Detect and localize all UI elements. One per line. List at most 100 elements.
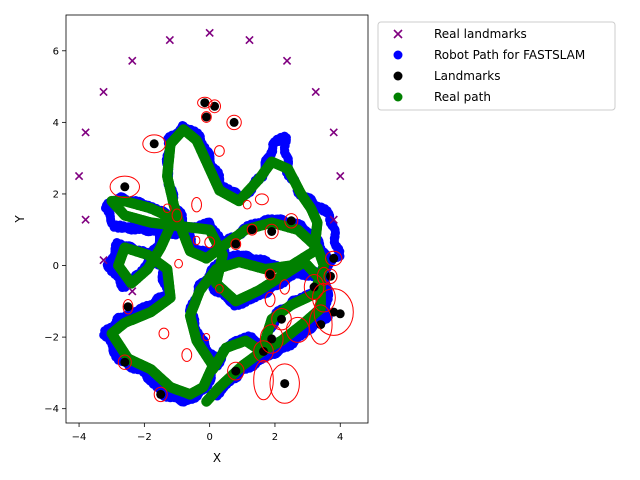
legend-marker-dot: [393, 50, 403, 60]
covariance-ellipse: [201, 111, 212, 123]
landmark-point: [267, 334, 277, 344]
real-landmark-stroke: [128, 56, 137, 65]
covariance-ellipse: [269, 363, 300, 404]
landmark-point: [280, 379, 290, 389]
y-tick-label: −4: [44, 404, 59, 415]
landmark-point: [229, 117, 239, 127]
real-landmark-stroke: [81, 215, 90, 224]
landmark-point: [231, 239, 241, 249]
landmark-point: [149, 139, 159, 149]
covariance-ellipse: [214, 145, 225, 157]
y-tick-label: 6: [53, 46, 59, 57]
legend-label: Robot Path for FASTSLAM: [434, 48, 585, 62]
landmark-point: [267, 227, 277, 236]
landmark-point: [259, 346, 268, 356]
real-landmark-marker: [329, 128, 338, 137]
landmark-point: [123, 302, 133, 312]
legend-marker-x: [393, 29, 403, 39]
covariance-ellipse: [254, 193, 269, 206]
covariance-ellipse: [316, 266, 331, 286]
real-landmark-marker: [329, 215, 338, 224]
covariance-ellipse: [181, 348, 193, 362]
real-landmark-marker: [282, 56, 292, 65]
real-path-point: [201, 396, 212, 407]
covariance-ellipse: [174, 258, 184, 269]
y-axis-label: Y: [13, 215, 27, 224]
plot-frame: [65, 14, 369, 424]
covariance-ellipse: [202, 333, 211, 342]
plot-marks: [74, 28, 354, 407]
real-landmark-marker: [205, 28, 214, 38]
covariance-ellipse: [215, 284, 224, 294]
covariance-ellipse: [323, 268, 338, 284]
covariance-ellipse: [158, 327, 170, 340]
legend: Real landmarks Robot Path for FASTSLAM Lan…: [377, 21, 616, 111]
covariance-ellipse: [246, 223, 258, 236]
x-tick-label: 0: [206, 432, 212, 443]
landmark-point: [277, 314, 286, 324]
landmark-point: [329, 253, 339, 263]
covariance-ellipse: [197, 96, 213, 109]
landmark-point: [309, 282, 319, 292]
real-landmark-marker: [165, 35, 174, 45]
legend-frame: [377, 21, 616, 111]
covariance-ellipse: [264, 291, 276, 308]
covariance-ellipse: [303, 274, 325, 300]
covariance-ellipse: [191, 197, 203, 213]
covariance-ellipse: [325, 250, 343, 267]
series-real-landmarks: [74, 28, 345, 296]
covariance-ellipse: [227, 361, 245, 381]
real-landmark-stroke: [311, 87, 320, 97]
covariance-ellipse: [208, 99, 222, 114]
covariance-ellipse: [279, 279, 291, 295]
landmark-point: [120, 357, 130, 367]
covariance-ellipse: [253, 359, 274, 401]
covariance-ellipse: [162, 203, 172, 214]
covariance-ellipse: [284, 213, 299, 229]
real-landmark-marker: [99, 255, 108, 265]
series-landmarks: [120, 98, 345, 399]
covariance-ellipse: [204, 236, 216, 249]
real-landmark-stroke: [81, 128, 90, 137]
real-landmark-marker: [336, 171, 345, 181]
covariance-ellipse: [226, 114, 242, 131]
landmark-point: [210, 101, 220, 111]
series-real-path: [106, 124, 330, 407]
covariance-ellipse: [242, 199, 252, 210]
real-landmark-stroke: [74, 171, 84, 181]
landmark-point: [247, 225, 257, 235]
legend-marker-dot: [393, 71, 403, 81]
y-axis: −4 −2 0 2 4 6: [44, 46, 66, 415]
real-landmark-stroke: [99, 87, 108, 97]
x-tick-label: 2: [272, 432, 278, 443]
covariance-ellipse: [192, 235, 201, 246]
landmark-point: [231, 366, 241, 376]
covariance-ellipse: [313, 288, 354, 336]
covariance-ellipse: [264, 268, 276, 281]
covariance-ellipse: [264, 223, 279, 240]
covariance-ellipse: [285, 316, 310, 343]
landmark-point: [120, 182, 130, 192]
real-landmark-marker: [81, 128, 90, 137]
real-landmark-stroke: [128, 287, 137, 296]
covariance-ellipse: [259, 324, 284, 354]
real-landmark-stroke: [329, 215, 338, 224]
covariance-ellipse: [153, 386, 168, 403]
landmark-point: [200, 98, 210, 108]
real-landmark-marker: [128, 287, 137, 296]
legend-label: Landmarks: [434, 69, 500, 83]
landmark-point: [265, 270, 275, 279]
y-tick-label: 2: [53, 189, 59, 200]
legend-label: Real path: [434, 90, 491, 104]
real-landmark-stroke: [282, 56, 292, 65]
x-tick-label: −2: [137, 432, 152, 443]
covariance-ellipse: [312, 282, 336, 313]
real-landmark-marker: [245, 35, 254, 45]
real-landmark-stroke: [245, 35, 254, 45]
y-tick-label: 4: [53, 118, 59, 129]
x-tick-label: 4: [337, 432, 343, 443]
covariance-ellipse: [122, 299, 134, 315]
legend-label: Real landmarks: [434, 27, 527, 41]
covariance-ellipse: [109, 175, 141, 199]
